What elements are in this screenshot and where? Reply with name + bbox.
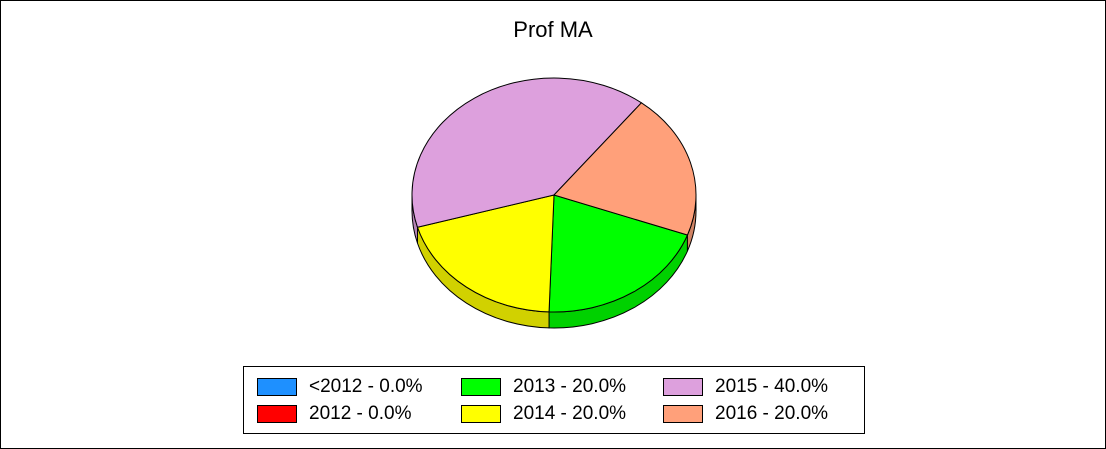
chart-title: Prof MA bbox=[513, 17, 593, 42]
legend-item-2012: 2012 - 0.0% bbox=[257, 403, 411, 425]
chart-legend: <2012 - 0.0% 2012 - 0.0% 2013 - 20.0% 20… bbox=[243, 366, 865, 434]
legend-item-2014: 2014 - 20.0% bbox=[461, 403, 626, 425]
legend-label-2015: 2015 - 40.0% bbox=[715, 376, 829, 397]
legend-label-2014: 2014 - 20.0% bbox=[513, 403, 627, 424]
legend-label-2013: 2013 - 20.0% bbox=[513, 376, 627, 397]
legend-item-2015: 2015 - 40.0% bbox=[663, 376, 828, 398]
pie-slice-2013 bbox=[548, 194, 689, 313]
legend-swatch-2016 bbox=[663, 405, 703, 423]
legend-label-2012: 2012 - 0.0% bbox=[309, 403, 412, 424]
legend-item-2013: 2013 - 20.0% bbox=[461, 376, 626, 398]
legend-swatch-2014 bbox=[461, 405, 501, 423]
pie-slice-2014 bbox=[416, 194, 555, 313]
legend-swatch-2012 bbox=[257, 405, 297, 423]
legend-swatch-lt2012 bbox=[257, 378, 297, 396]
legend-swatch-2013 bbox=[461, 378, 501, 396]
pie-slice-2015 bbox=[411, 77, 643, 228]
legend-swatch-2015 bbox=[663, 378, 703, 396]
legend-item-2016: 2016 - 20.0% bbox=[663, 403, 828, 425]
pie-slice-2016 bbox=[553, 102, 697, 236]
legend-label-2016: 2016 - 20.0% bbox=[715, 403, 829, 424]
legend-label-lt2012: <2012 - 0.0% bbox=[309, 376, 423, 397]
legend-item-lt2012: <2012 - 0.0% bbox=[257, 376, 423, 398]
